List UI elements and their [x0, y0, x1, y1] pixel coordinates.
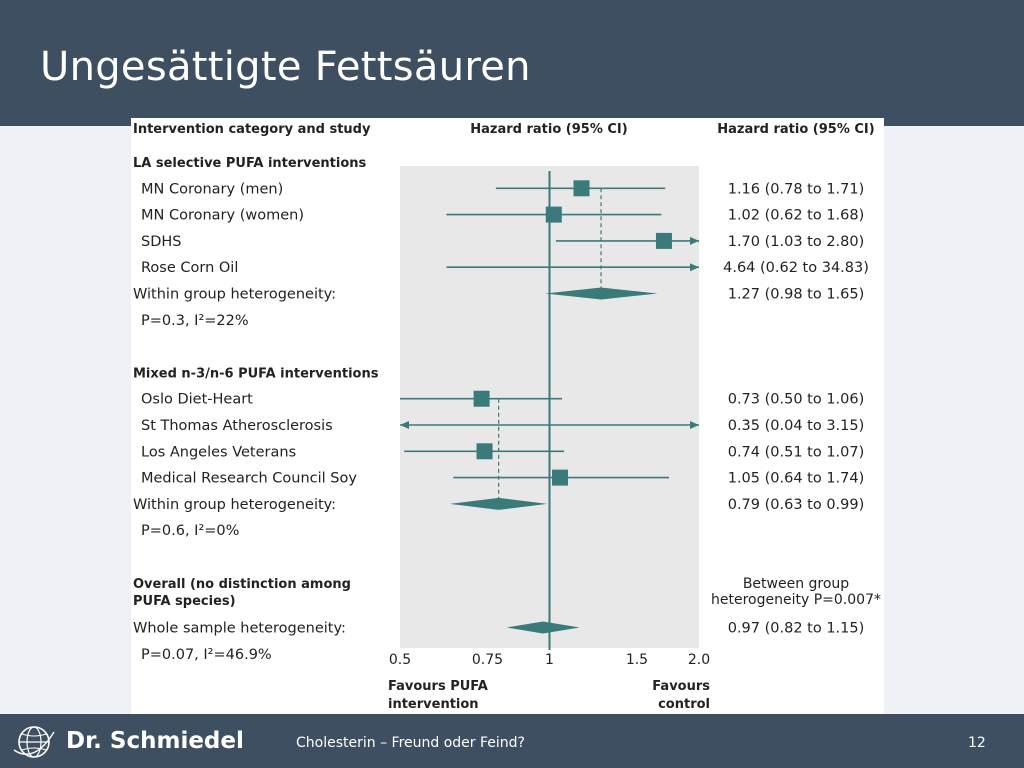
forest-plot: Intervention category and study Hazard ra…: [133, 122, 881, 712]
column-header-hr-plot: Hazard ratio (95% CI): [470, 122, 627, 137]
ci-arrow-right: [690, 236, 699, 245]
hr-marker: [573, 180, 590, 197]
overall-summary-diamond: [506, 621, 580, 634]
group-summary-diamond: [545, 287, 658, 300]
group-title: Mixed n-3/n-6 PUFA interventions: [133, 366, 379, 381]
globe-logo-icon: [13, 726, 55, 758]
overall-title: PUFA species): [133, 594, 236, 609]
favours-left-label: Favours PUFA: [388, 679, 488, 694]
overall-summary-value: 0.97 (0.82 to 1.15): [728, 621, 865, 637]
overall-heterogeneity-label: Whole sample heterogeneity:: [133, 621, 346, 637]
column-header-study: Intervention category and study: [133, 122, 371, 137]
study-hr-value: 4.64 (0.62 to 34.83): [723, 260, 869, 276]
header-bar: [0, 0, 1024, 126]
group-summary-value: 0.79 (0.63 to 0.99): [728, 497, 865, 513]
brand-name: Dr. Schmiedel: [66, 728, 244, 754]
study-label: Oslo Diet-Heart: [141, 392, 253, 408]
slide-title: Ungesättigte Fettsäuren: [40, 44, 531, 90]
study-hr-value: 1.70 (1.03 to 2.80): [728, 234, 865, 250]
hr-marker: [655, 232, 672, 249]
group-title: LA selective PUFA interventions: [133, 156, 367, 171]
favours-left-label: intervention: [388, 697, 479, 712]
x-tick-label: 0.5: [389, 652, 411, 668]
hr-marker: [545, 206, 562, 223]
study-hr-value: 0.73 (0.50 to 1.06): [728, 392, 865, 408]
hr-marker: [552, 469, 569, 486]
study-label: Los Angeles Veterans: [141, 444, 296, 460]
study-hr-value: 0.35 (0.04 to 3.15): [728, 418, 865, 434]
heterogeneity-stat: P=0.3, I²=22%: [141, 313, 249, 329]
footer-bar: [0, 714, 1024, 768]
footer-title: Cholesterin – Freund oder Feind?: [296, 735, 525, 751]
between-group-label: Between group: [743, 576, 849, 592]
column-header-hr-value: Hazard ratio (95% CI): [717, 122, 874, 137]
page-number: 12: [968, 735, 986, 751]
study-label: Medical Research Council Soy: [141, 471, 357, 487]
overall-title: Overall (no distinction among: [133, 577, 351, 592]
ci-arrow-right: [690, 263, 699, 272]
study-label: St Thomas Atherosclerosis: [141, 418, 333, 434]
x-tick-label: 1.5: [626, 652, 648, 668]
favours-right-label: Favours: [652, 679, 710, 694]
study-label: SDHS: [141, 234, 181, 250]
study-label: Rose Corn Oil: [141, 260, 238, 276]
favours-right-label: control: [658, 697, 710, 712]
heterogeneity-stat: P=0.07, I²=46.9%: [141, 647, 272, 663]
study-hr-value: 1.05 (0.64 to 1.74): [728, 471, 865, 487]
study-hr-value: 0.74 (0.51 to 1.07): [728, 444, 865, 460]
study-label: MN Coronary (men): [141, 181, 283, 197]
study-hr-value: 1.16 (0.78 to 1.71): [728, 181, 865, 197]
x-tick-label: 1: [545, 652, 554, 668]
ci-arrow-left: [400, 421, 409, 429]
heterogeneity-label: Within group heterogeneity:: [133, 287, 336, 303]
group-summary-diamond: [449, 497, 548, 510]
hr-marker: [473, 390, 490, 407]
group-summary-value: 1.27 (0.98 to 1.65): [728, 287, 865, 303]
hr-marker: [476, 443, 493, 460]
ci-arrow-right: [690, 421, 699, 429]
study-hr-value: 1.02 (0.62 to 1.68): [728, 208, 865, 224]
between-group-label: heterogeneity P=0.007*: [711, 592, 881, 608]
heterogeneity-label: Within group heterogeneity:: [133, 497, 336, 513]
heterogeneity-stat: P=0.6, I²=0%: [141, 523, 239, 539]
x-tick-label: 2.0: [688, 652, 710, 668]
study-label: MN Coronary (women): [141, 208, 304, 224]
x-tick-label: 0.75: [472, 652, 503, 668]
forest-plot-figure: Intervention category and study Hazard ra…: [131, 118, 884, 714]
